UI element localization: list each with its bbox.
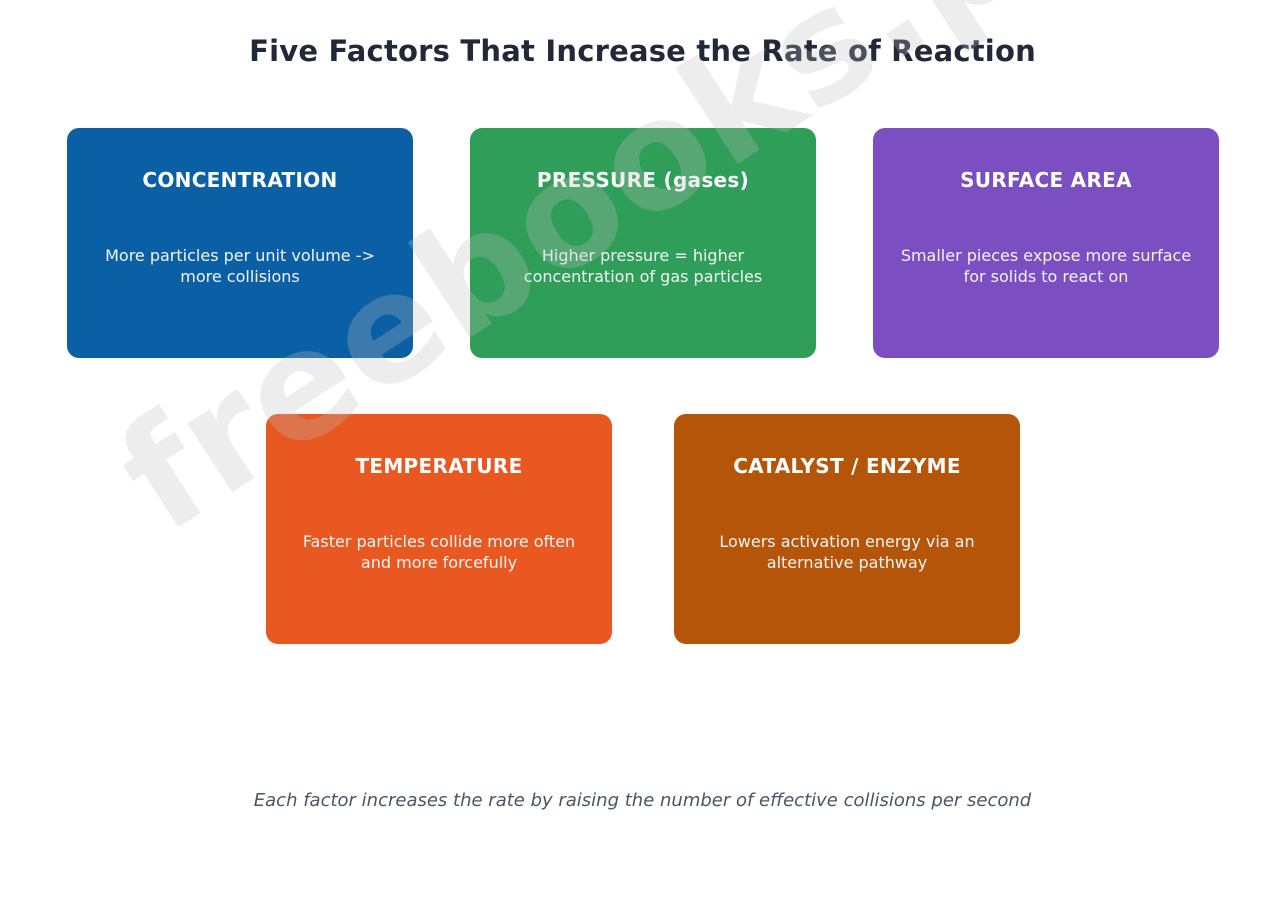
factor-card-surface-area: SURFACE AREA Smaller pieces expose more … [873,128,1219,358]
factor-card-temperature: TEMPERATURE Faster particles collide mor… [266,414,612,644]
factor-description: Faster particles collide more often and … [302,532,576,572]
diagram-title: Five Factors That Increase the Rate of R… [249,34,1036,68]
diagram-caption: Each factor increases the rate by raisin… [253,790,1032,811]
factor-title: CATALYST / ENZYME [733,454,961,478]
factor-card-pressure: PRESSURE (gases) Higher pressure = highe… [470,128,816,358]
factor-title: CONCENTRATION [142,168,338,192]
factor-card-concentration: CONCENTRATION More particles per unit vo… [67,128,413,358]
factor-description: Lowers activation energy via an alternat… [719,532,975,572]
factor-title: PRESSURE (gases) [536,168,750,192]
factor-title: TEMPERATURE [355,454,523,478]
factor-description: More particles per unit volume -> more c… [105,246,375,286]
factor-description: Higher pressure = higher concentration o… [523,246,763,286]
factor-card-catalyst: CATALYST / ENZYME Lowers activation ener… [674,414,1020,644]
factor-title: SURFACE AREA [960,168,1132,192]
factor-description: Smaller pieces expose more surface for s… [900,246,1192,286]
